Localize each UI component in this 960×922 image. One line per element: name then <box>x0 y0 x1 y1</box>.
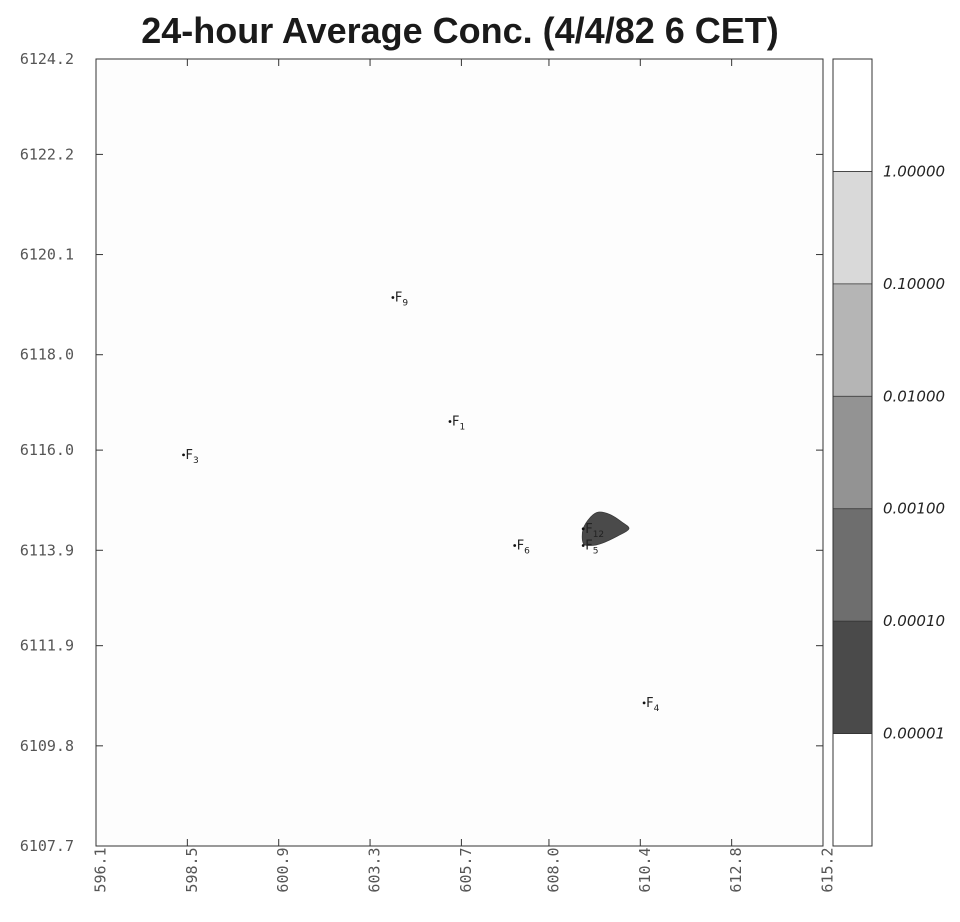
colorbar-frame <box>832 58 873 847</box>
source-label-letter: F <box>585 522 592 537</box>
colorbar-band <box>833 396 872 509</box>
source-point <box>182 453 185 457</box>
source-point <box>581 544 585 547</box>
source-point <box>581 527 585 531</box>
x-tick-label: 603.3 <box>366 847 384 892</box>
plot-area: 596.1 598.5 600.9 603.3 605.7 608.0 610.4 612.8… <box>20 50 837 893</box>
source-label: F4 <box>646 696 659 714</box>
colorbar-band <box>833 621 872 734</box>
y-tick-label: 6113.9 <box>20 541 74 559</box>
source-point <box>642 701 646 705</box>
y-tick-label: 6116.0 <box>20 441 74 459</box>
x-tick-label: 608.0 <box>544 847 562 892</box>
source-label-index: 12 <box>593 530 604 540</box>
source-label-index: 5 <box>593 547 599 557</box>
source-label-letter: F <box>646 696 653 711</box>
source-marker-f9: F9 <box>391 290 408 308</box>
source-label-letter: F <box>452 414 459 429</box>
source-label: F1 <box>452 414 465 432</box>
colorbar-band <box>833 508 872 622</box>
source-marker-f5: F5 <box>581 539 598 557</box>
source-marker-f12: F12 <box>581 522 604 540</box>
source-label-index: 3 <box>193 456 199 466</box>
x-tick-label: 600.9 <box>274 847 292 892</box>
source-label: F3 <box>186 448 199 466</box>
source-label: F5 <box>585 539 598 557</box>
y-tick-label: 6122.2 <box>20 145 74 163</box>
source-point <box>448 420 452 423</box>
colorbar-band <box>833 733 872 846</box>
source-marker-f4: F4 <box>642 696 660 714</box>
plume-contour <box>581 511 630 546</box>
colorbar-label: 0.00100 <box>883 500 945 518</box>
source-label: F6 <box>517 539 530 557</box>
source-label-index: 6 <box>524 547 530 557</box>
source-marker-f6: F6 <box>513 539 530 557</box>
x-tick-label: 605.7 <box>457 847 475 892</box>
source-label: F9 <box>395 290 408 308</box>
x-tick-label: 598.5 <box>183 847 201 892</box>
y-tick-label: 6111.9 <box>20 637 74 655</box>
source-label-index: 9 <box>402 298 408 308</box>
colorbar-label: 1.00000 <box>883 162 945 180</box>
x-tick-label: 612.8 <box>727 847 745 892</box>
source-label-index: 1 <box>459 422 465 432</box>
y-tick-label: 6120.1 <box>20 246 74 264</box>
source-label-letter: F <box>395 290 402 305</box>
source-label-letter: F <box>517 539 524 554</box>
source-point <box>513 544 517 547</box>
colorbar-label: 0.01000 <box>883 387 945 405</box>
x-tick-label: 596.1 <box>92 847 110 892</box>
y-tick-label: 6118.0 <box>20 346 74 364</box>
source-marker-f3: F3 <box>182 448 199 466</box>
colorbar-band <box>833 171 872 284</box>
colorbar: 0.00001 0.00010 0.00100 0.01000 0.10000 1.000… <box>832 58 945 847</box>
source-marker-f1: F1 <box>448 414 465 432</box>
x-tick-label: 610.4 <box>636 847 654 892</box>
source-label: F12 <box>585 522 604 540</box>
source-label-index: 4 <box>654 704 660 714</box>
plot-frame <box>95 58 824 847</box>
colorbar-label: 0.00001 <box>883 725 945 743</box>
y-tick-label: 6124.2 <box>20 50 74 68</box>
colorbar-band <box>833 59 872 172</box>
source-label-letter: F <box>186 448 193 463</box>
source-label-letter: F <box>585 539 592 554</box>
colorbar-band <box>833 283 872 397</box>
x-tick-label: 615.2 <box>819 847 837 892</box>
colorbar-label: 0.10000 <box>883 275 945 293</box>
y-tick-label: 6109.8 <box>20 737 74 755</box>
colorbar-label: 0.00010 <box>883 612 945 630</box>
source-point <box>391 296 395 299</box>
chart-title: 24-hour Average Conc. (4/4/82 6 CET) <box>141 10 779 51</box>
y-tick-label: 6107.7 <box>20 837 74 855</box>
